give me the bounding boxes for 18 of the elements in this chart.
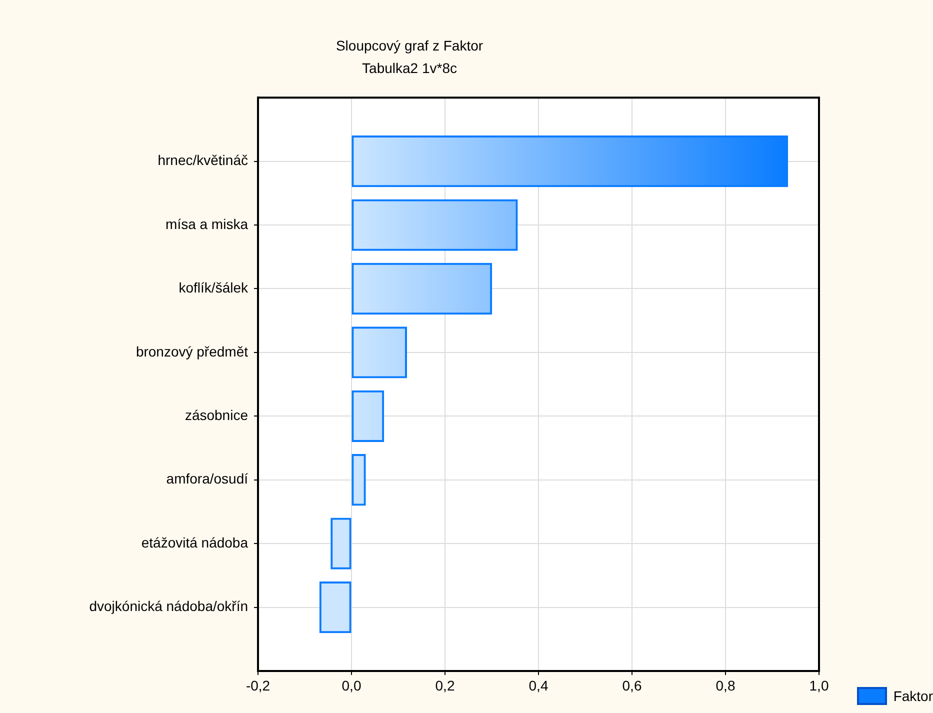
legend-label: Faktor: [893, 688, 933, 704]
y-tick-label: dvojkónická nádoba/okřín: [89, 598, 248, 614]
x-tick-label: -0,2: [246, 677, 270, 694]
x-tick-label: 0,8: [716, 677, 736, 694]
y-tick-label: zásobnice: [184, 407, 248, 424]
x-tick-label: 0,0: [342, 677, 362, 694]
x-tick-label: 0,6: [622, 677, 642, 694]
y-tick-label: bronzový předmět: [136, 343, 248, 360]
x-tick-label: 1,0: [809, 677, 829, 694]
x-tick-label: 0,4: [528, 677, 548, 694]
y-tick-label: etážovitá nádoba: [141, 534, 248, 550]
chart-title: Sloupcový graf z Faktor: [336, 37, 484, 54]
y-tick-label: mísa a miska: [166, 216, 248, 232]
chart-subtitle: Tabulka2 1v*8c: [362, 60, 457, 76]
y-tick-label: amfora/osudí: [166, 470, 248, 487]
y-tick-label: koflík/šálek: [178, 280, 249, 296]
x-tick-label: 0,2: [435, 677, 455, 694]
y-tick-label: hrnec/květináč: [158, 152, 248, 168]
